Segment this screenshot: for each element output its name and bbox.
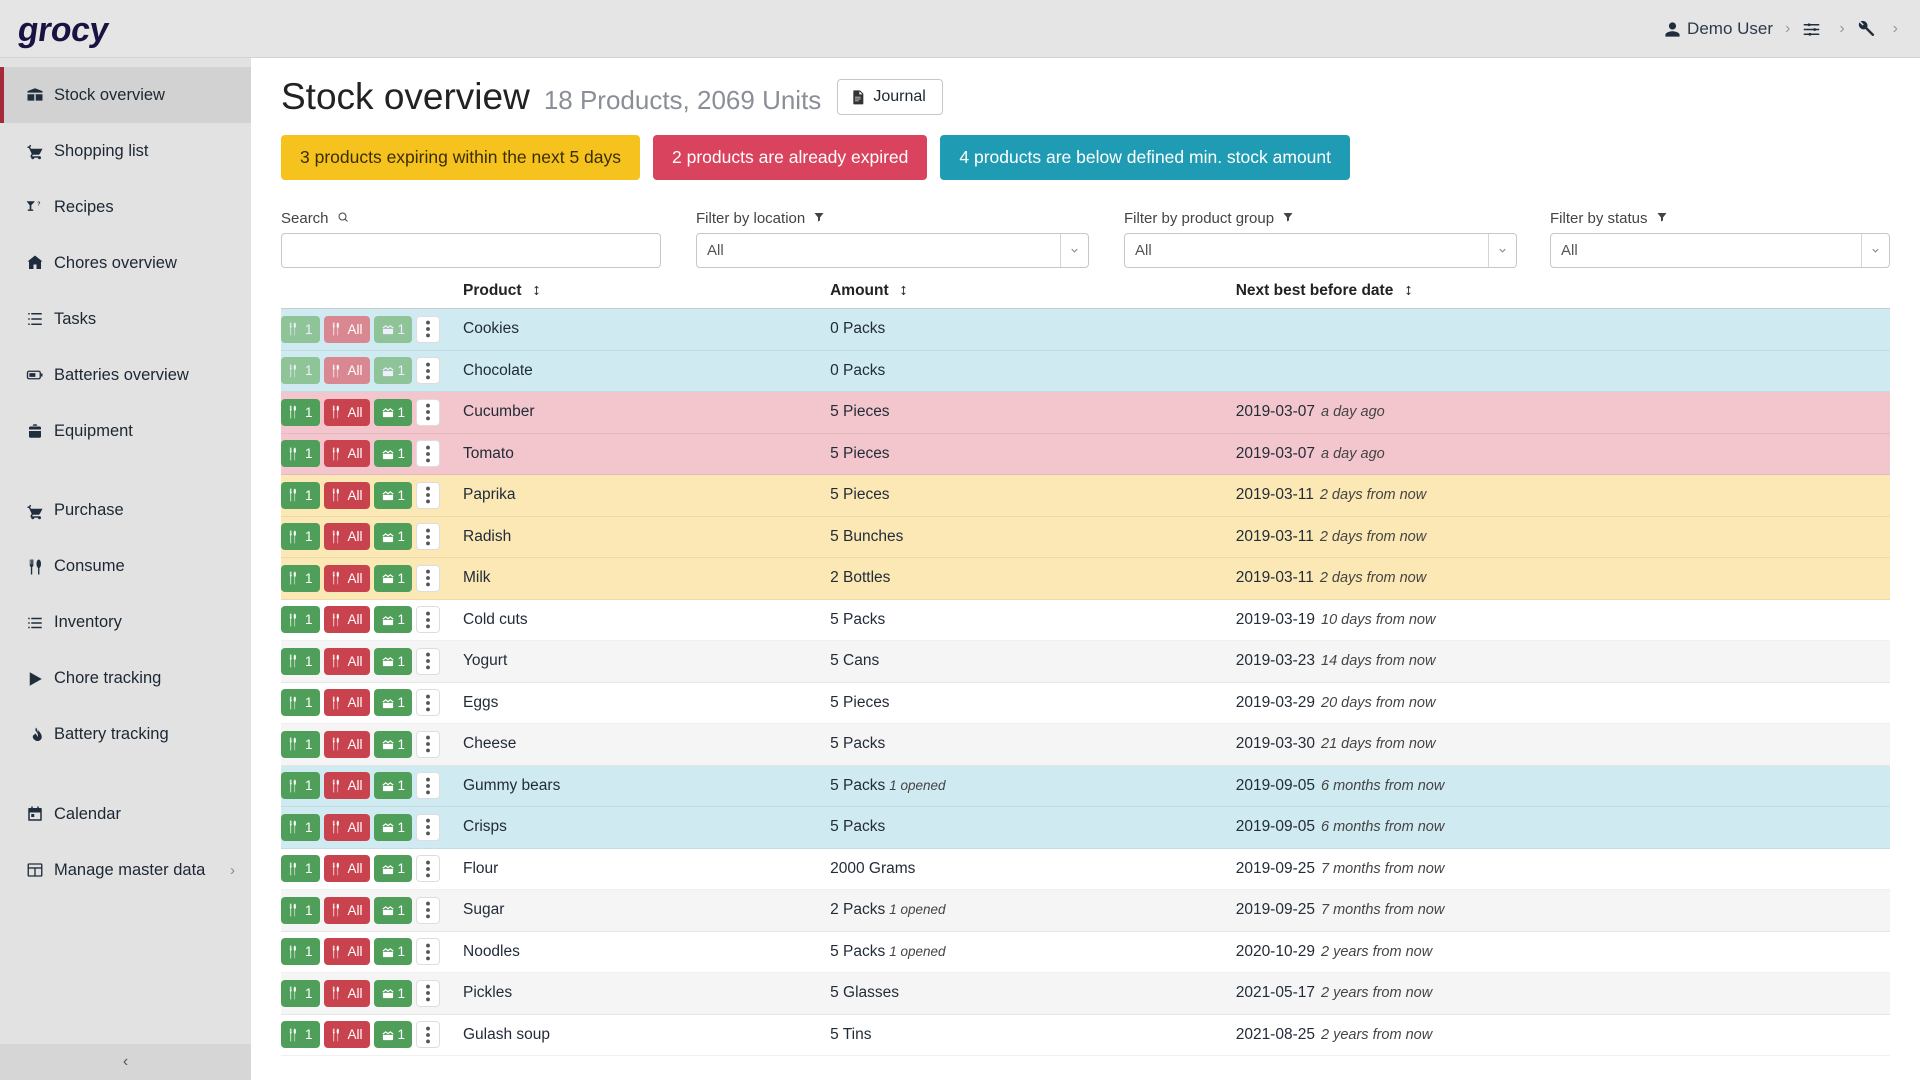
svg-text:?: ?: [37, 201, 41, 207]
